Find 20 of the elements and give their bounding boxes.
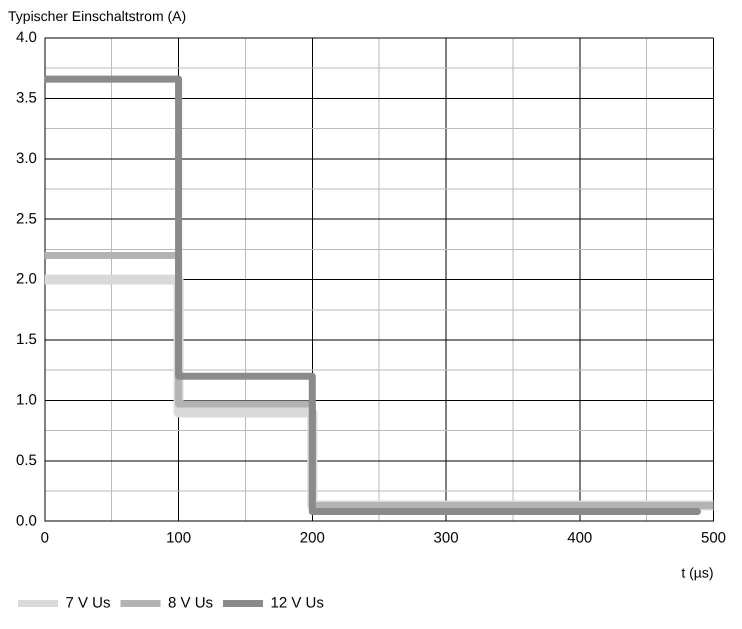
y-tick-label: 2.0 [16, 270, 37, 288]
x-axis-title: t (µs) [681, 564, 714, 580]
y-tick-label: 4.0 [16, 29, 37, 46]
x-tick-label: 500 [700, 529, 726, 546]
legend-label: 12 V Us [270, 594, 324, 612]
y-tick-label: 1.0 [16, 392, 37, 409]
legend-label: 8 V Us [168, 594, 214, 612]
x-tick-label: 200 [300, 529, 325, 546]
y-tick-label: 0.0 [16, 512, 37, 530]
x-tick-label: 300 [434, 529, 459, 546]
y-tick-label: 2.5 [16, 210, 37, 228]
y-axis-title: Typischer Einschaltstrom (A) [8, 8, 186, 24]
x-tick-label: 400 [567, 529, 592, 546]
y-tick-label: 3.5 [16, 90, 37, 107]
y-tick-label: 1.5 [16, 331, 37, 348]
x-tick-label: 100 [166, 529, 192, 546]
legend-label: 7 V Us [66, 594, 111, 612]
y-tick-label: 0.5 [16, 452, 37, 469]
y-tick-label: 3.0 [16, 150, 37, 167]
x-tick-label: 0 [40, 529, 50, 546]
